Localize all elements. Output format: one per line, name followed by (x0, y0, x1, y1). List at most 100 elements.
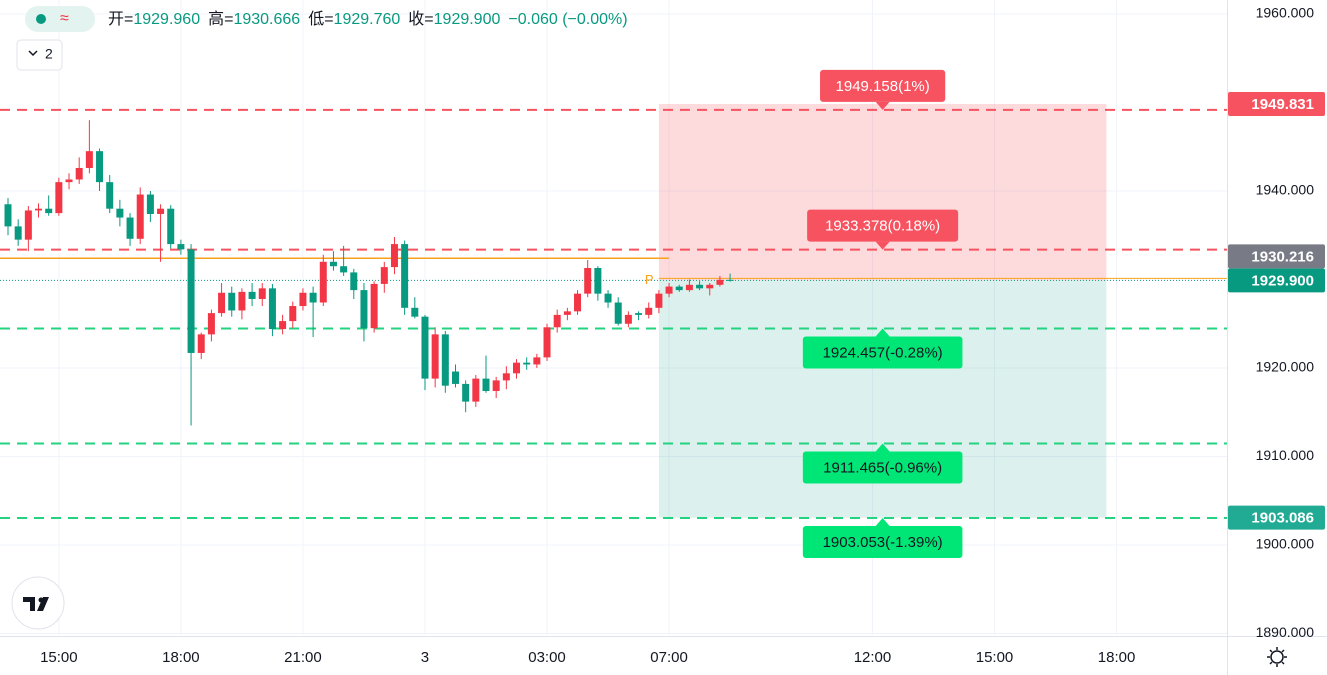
candle-body (594, 267, 602, 294)
y-tick-label: 1900.000 (1256, 536, 1315, 552)
candle-body (716, 279, 724, 285)
plot: P 1949.158(1%) 1933.378(0.18%) 1924.457(-0.… (0, 69, 1227, 558)
target-label-bg (802, 336, 963, 369)
position-marker: P (645, 272, 654, 287)
profit-zone (658, 103, 1107, 281)
target-label-bg (802, 451, 963, 484)
candle-body (370, 283, 378, 329)
candle-body (645, 307, 653, 315)
candle-body (157, 208, 165, 214)
logo (11, 576, 65, 630)
candle-body (350, 272, 358, 291)
price-tag-label: 1949.831 (1251, 96, 1314, 113)
candle-body (106, 182, 114, 209)
logo-dot (38, 597, 44, 603)
candle-body (45, 208, 53, 214)
candle-body (14, 226, 22, 240)
legend-label: 开= (108, 11, 133, 28)
candle-body (614, 302, 622, 324)
candle-body (299, 292, 307, 307)
candle-body (411, 307, 419, 317)
candle-body (126, 217, 134, 239)
price-tag-label: 1930.216 (1251, 248, 1314, 265)
candle-body (685, 284, 693, 291)
candle-body (451, 371, 459, 384)
candle-body (492, 380, 500, 392)
candle-body (24, 210, 32, 240)
candle-body (380, 267, 388, 284)
price-tag-label: 1929.900 (1251, 272, 1314, 289)
target-label-bg (820, 69, 946, 102)
y-tick-label: 1960.000 (1256, 5, 1315, 21)
candle-body (238, 291, 246, 311)
candle-body (482, 378, 490, 392)
settings[interactable] (1267, 647, 1287, 667)
candle-body (462, 383, 470, 402)
candle-body (167, 208, 175, 245)
candle-body (258, 288, 266, 299)
legend-label: 高= (208, 10, 233, 28)
candle-body (187, 249, 195, 353)
candle-body (584, 267, 592, 294)
candle-body (75, 167, 83, 180)
candle-body (624, 314, 632, 324)
candle-body (523, 362, 531, 365)
x-tick-label: 12:00 (854, 649, 892, 666)
price-tag (1228, 505, 1325, 530)
y-tick-label: 1890.000 (1256, 624, 1315, 640)
gear[interactable] (1270, 650, 1284, 664)
candle-body (218, 292, 226, 314)
candle-body (696, 284, 704, 289)
legend-value: 1929.900 (434, 11, 501, 28)
candle-body (431, 334, 439, 379)
candle-body (655, 293, 663, 308)
candle-body (329, 261, 337, 267)
candle-body (177, 244, 185, 250)
candle-body (472, 378, 480, 402)
target-label: 1949.158(1%) (836, 78, 930, 95)
x-tick-label: 15:00 (976, 649, 1014, 666)
x-axis-bg (0, 637, 1227, 675)
target-label-arrow (875, 443, 890, 452)
x-tick-label: 07:00 (650, 649, 688, 666)
price-tag (1228, 91, 1325, 116)
x-tick-label: 18:00 (1098, 649, 1136, 666)
y-tick-label: 1940.000 (1256, 182, 1315, 198)
candle-body (228, 292, 236, 311)
candle-body (268, 288, 276, 330)
candle-body (574, 293, 582, 312)
wave-icon: ≈ (60, 10, 69, 27)
legend-label: 低= (308, 10, 333, 28)
candle-body (309, 292, 317, 303)
legend-value: 1930.666 (233, 11, 300, 28)
chevron (28, 50, 38, 57)
indicator-toggle[interactable] (16, 39, 63, 71)
candle-body (563, 311, 571, 315)
candle-body (289, 306, 297, 322)
symbol-pill[interactable] (25, 6, 95, 32)
legend: ≈ 2 开= 1929.960 高= 1930.666 低= 1929.760 收= 1929… (16, 6, 628, 71)
candle-body (35, 208, 43, 211)
x-tick-label: 15:00 (40, 649, 78, 666)
candle-body (421, 316, 429, 379)
candle-body (441, 334, 449, 386)
price-tag (1228, 244, 1325, 269)
legend-value: 1929.960 (133, 11, 200, 28)
candle-body (197, 334, 205, 353)
indicator-count: 2 (45, 46, 53, 62)
candle-body (85, 151, 93, 168)
candle-body (675, 286, 683, 291)
target-label-arrow (875, 328, 890, 337)
candle-body (360, 290, 368, 329)
candle-body (513, 362, 521, 374)
price-tag-label: 1903.086 (1251, 510, 1314, 527)
candle-body (665, 286, 673, 294)
axes: 1890.000 1900.000 1910.000 1920.000 1940.000… (0, 5, 1325, 675)
x-tick-label: 21:00 (284, 649, 322, 666)
target-label: 1933.378(0.18%) (825, 218, 940, 235)
target-label: 1911.465(-0.96%) (823, 459, 942, 476)
target-label-arrow (875, 101, 890, 110)
candle-body (248, 291, 256, 299)
candle-body (319, 261, 327, 303)
